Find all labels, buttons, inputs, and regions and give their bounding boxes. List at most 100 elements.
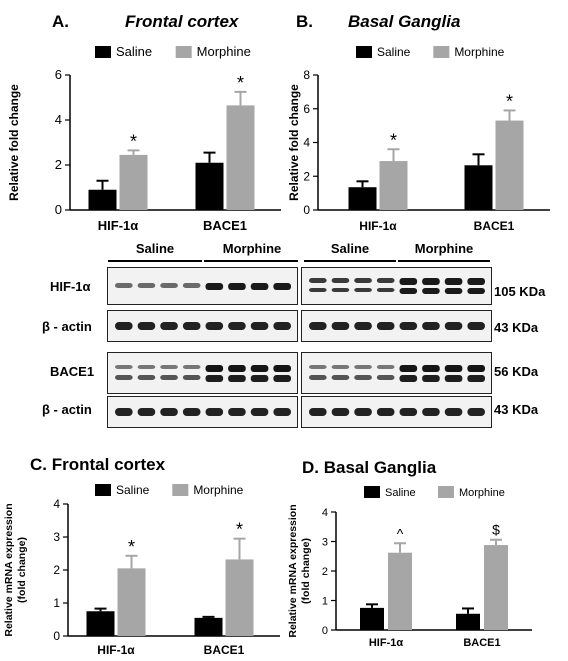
bar [195,162,224,210]
blot-band [376,408,395,416]
blot-band [205,375,224,382]
bar [495,120,524,210]
blot-band [115,375,133,380]
panel-a-letter: A. [52,12,69,31]
blot-band [467,375,485,382]
wb-row-label-actin-2: β - actin [42,402,92,417]
x-category-label: BACE1 [204,643,245,657]
blot-band [376,288,395,292]
blot-band [115,365,133,369]
legend-swatch [95,46,111,58]
wb-size-label-105: 105 KDa [494,284,546,299]
blot-band [250,365,269,372]
wb-group-underline [108,260,202,262]
legend-label: Saline [116,483,150,497]
y-axis-title: Relative mRNA expression [3,503,15,636]
blot-band [331,278,350,283]
wb-group-underline [204,260,298,262]
wb-size-label-43b: 43 KDa [494,402,539,417]
blot-band [228,322,246,330]
wb-group-label-morphine-left: Morphine [222,241,282,256]
legend-swatch [95,484,111,496]
blot-band [309,278,327,283]
y-tick-label: 0 [53,629,60,643]
legend-label: Morphine [197,44,251,59]
wb-group-label-morphine-right: Morphine [414,241,474,256]
blot-bands [309,278,485,294]
blot-band [422,322,440,330]
panel-d-letter: D. [302,458,319,477]
y-tick-label: 8 [303,68,310,82]
blot-band [422,288,440,294]
bar [484,545,508,630]
x-category-label: BACE1 [474,219,515,233]
blot-band [182,283,201,288]
bar [117,568,146,636]
blot-band [273,375,291,382]
panel-c-title: Frontal cortex [51,455,166,474]
blot-band [354,408,372,416]
blot-band [228,365,246,372]
blot-panel [107,352,298,394]
blot-band [467,322,485,330]
blot-band [309,408,327,416]
blot-band [250,322,269,330]
blot-band [376,278,395,283]
y-axis-title: Relative mRNA expression [287,504,299,637]
blot-band [182,375,201,380]
blot-band [250,283,269,290]
significance-marker: ^ [397,525,404,541]
y-tick-label: 6 [55,67,62,82]
blot-band [422,375,440,382]
blot-band [115,283,133,288]
legend-swatch [172,484,189,496]
wb-row-label-hif1a: HIF-1α [50,279,91,294]
blot-band [399,288,418,294]
blot-band [354,288,372,292]
y-tick-label: 4 [303,136,310,150]
bar [226,105,255,210]
blot-band [182,322,201,330]
blot-band [422,278,440,285]
blot-band [309,365,327,369]
blot-band [399,375,418,382]
blot-band [354,375,372,380]
y-tick-label: 2 [303,169,310,183]
blot-band [376,365,395,369]
bar [225,559,254,636]
blot-panel [301,352,492,394]
panel-a-title: Frontal cortex [125,12,239,31]
significance-marker: * [236,520,243,540]
blot-band [399,365,418,372]
blot-band [273,365,291,372]
blot-band [160,365,178,369]
blot-band [273,283,291,290]
blot-band [205,408,224,416]
blot-band [399,278,418,285]
blot-band [160,322,178,330]
blot-band [422,408,440,416]
x-category-label: HIF-1α [97,643,135,657]
blot-band [160,408,178,416]
legend-swatch [356,46,372,58]
blot-band [205,283,224,290]
legend-label: Saline [385,487,416,499]
legend-swatch [433,46,450,58]
blot-band [444,408,463,416]
blot-band [137,322,156,330]
y-tick-label: 4 [55,112,62,127]
blot-band [444,278,463,285]
y-axis-title: (fold change) [16,537,28,603]
blot-bands [115,408,291,416]
blot-panel [107,310,298,342]
blot-band [250,375,269,382]
y-axis-title: (fold change) [300,538,312,604]
blot-band [182,408,201,416]
legend-swatch [437,486,454,498]
blot-band [309,375,327,380]
blot-band [137,283,156,288]
bar [388,552,412,630]
blot-band [273,322,291,330]
y-tick-label: 1 [53,596,60,610]
bar [88,189,117,210]
